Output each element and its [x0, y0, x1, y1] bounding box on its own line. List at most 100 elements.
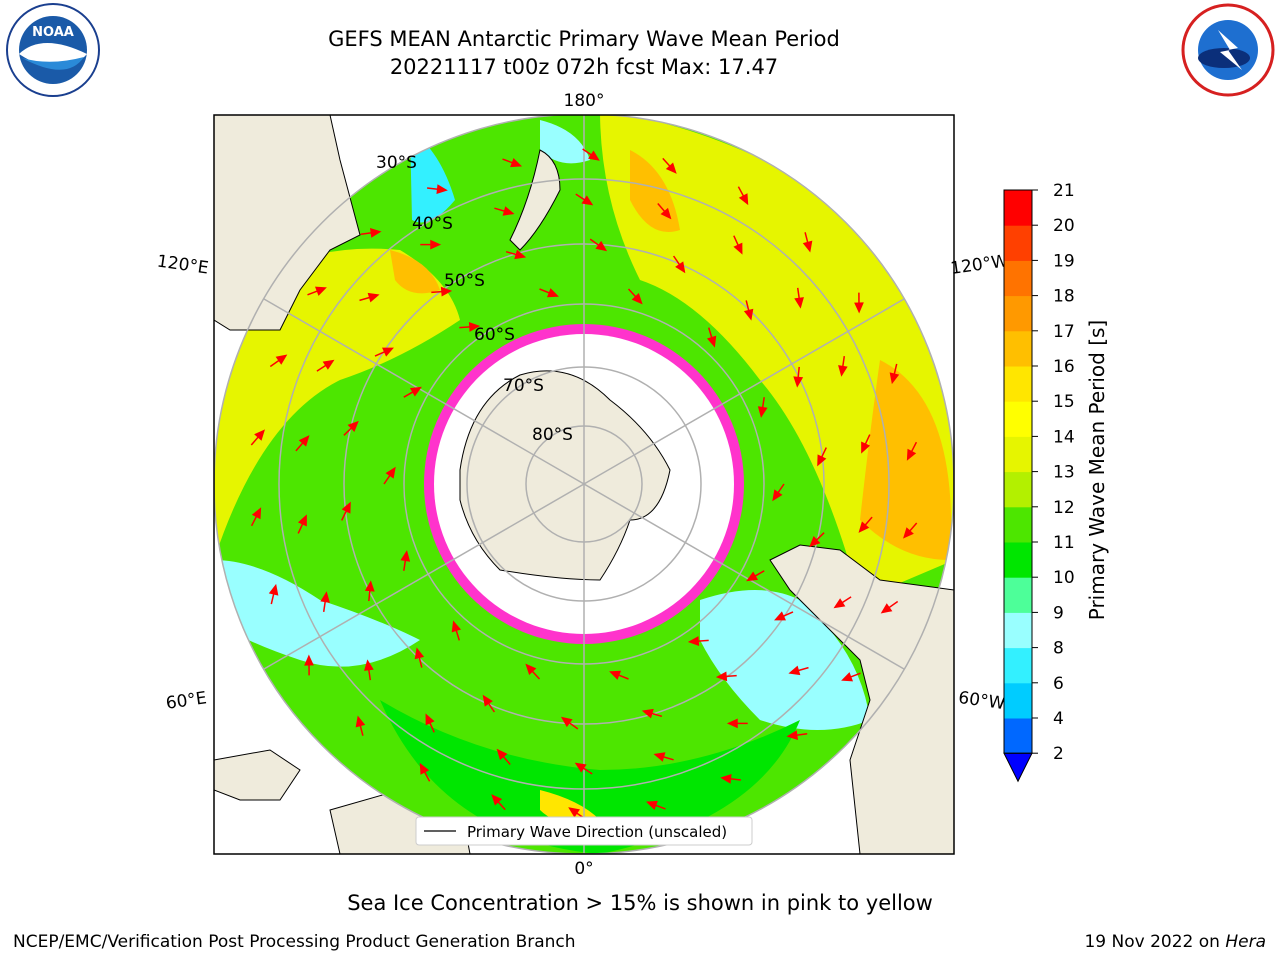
- colorbar: 2 4 6 8 9 10 11 12 13 14 15 16 17 18 19 20 21: [1003, 181, 1075, 783]
- footer-date-text: 19 Nov 2022 on: [1084, 932, 1226, 952]
- wave-arrow-head: [880, 603, 893, 614]
- colorbar-title: Primary Wave Mean Period [s]: [1085, 319, 1109, 621]
- wave-arrow-head: [370, 228, 382, 238]
- colorbar-segment: [1004, 542, 1032, 578]
- sea-ice-note: Sea Ice Concentration > 15% is shown in …: [347, 891, 933, 915]
- colorbar-segment: [1004, 612, 1032, 649]
- wave-arrow-head: [581, 195, 594, 206]
- colorbar-tick-label: 4: [1053, 709, 1064, 729]
- colorbar-segment: [1004, 295, 1032, 332]
- legend-label: Primary Wave Direction (unscaled): [467, 823, 727, 841]
- colorbar-tick-label: 16: [1053, 357, 1075, 377]
- wave-arrow-head: [653, 752, 666, 762]
- map-frame: [213, 114, 955, 855]
- lon-label-60w: 60°W: [957, 688, 1006, 714]
- map-legend: Primary Wave Direction (unscaled): [415, 816, 753, 846]
- colorbar-extend-arrow: [1003, 752, 1033, 783]
- wave-arrow-head: [314, 286, 327, 296]
- wave-arrow-head: [793, 376, 804, 388]
- wave-arrow-head: [510, 157, 523, 168]
- wave-arrow-head: [322, 359, 335, 370]
- wave-arrow-head: [665, 162, 677, 174]
- lon-label-180: 180°: [564, 91, 605, 111]
- colorbar-tick-label: 13: [1053, 463, 1075, 483]
- wave-arrow-head: [385, 466, 396, 479]
- noaa-logo-text: NOAA: [32, 25, 74, 40]
- wave-arrow-head: [726, 718, 738, 729]
- wave-arrow-head: [320, 591, 330, 603]
- map-subtitle: 20221117 t00z 072h fcst Max: 17.47: [389, 55, 779, 79]
- footer-host: Hera: [1225, 932, 1266, 952]
- colorbar-tick-label: 2: [1053, 744, 1064, 764]
- wave-arrow-head: [854, 302, 864, 314]
- lat-label-60s: 60°S: [474, 325, 515, 345]
- colorbar-segment: [1004, 366, 1032, 402]
- land-africa: [214, 749, 301, 801]
- wave-arrow-head: [414, 647, 425, 660]
- wave-arrow-head: [687, 636, 700, 646]
- colorbar-segment: [1004, 682, 1032, 719]
- wave-arrow-head: [409, 386, 422, 397]
- wave-arrow-head: [675, 261, 686, 274]
- wave-arrow-head: [631, 292, 643, 305]
- colorbar-tick-label: 6: [1053, 674, 1064, 694]
- wave-arrow-head: [833, 598, 846, 609]
- wave-arrow-head: [706, 335, 717, 348]
- colorbar-segment: [1004, 260, 1032, 297]
- wave-arrow-head: [496, 748, 508, 761]
- colorbar-segment: [1004, 225, 1032, 261]
- wave-arrow-head: [817, 454, 827, 467]
- lat-label-40s: 40°S: [412, 214, 453, 234]
- colorbar-tick-label: 9: [1053, 603, 1064, 623]
- wave-arrow-head: [746, 571, 759, 582]
- wave-arrow-head: [254, 429, 266, 441]
- colorbar-segment: [1004, 471, 1032, 508]
- colorbar-tick-label: 12: [1053, 498, 1075, 518]
- wave-arrow-head: [251, 507, 262, 520]
- colorbar-segment: [1004, 330, 1032, 367]
- wave-arrow-head: [546, 288, 559, 298]
- colorbar-segment: [1004, 401, 1032, 437]
- colorbar-segment: [1004, 647, 1032, 684]
- wave-arrow-head: [786, 730, 798, 740]
- lat-label-50s: 50°S: [444, 271, 485, 291]
- colorbar-tick-label: 11: [1053, 533, 1075, 553]
- wave-arrow-head: [297, 514, 307, 527]
- lon-label-120w: 120°W: [949, 251, 1009, 279]
- nws-logo: [1181, 3, 1275, 97]
- wave-arrow-head: [809, 536, 821, 548]
- wave-arrow-head: [451, 620, 462, 633]
- wave-arrow-head: [858, 521, 870, 533]
- wave-arrow-head: [298, 435, 310, 447]
- wave-arrow-head: [364, 580, 375, 592]
- meridian-120e-60w: [263, 298, 905, 670]
- wave-arrow-head: [902, 527, 914, 539]
- colorbar-segment: [1004, 577, 1032, 613]
- wave-arrow-head: [733, 242, 743, 255]
- lon-label-0: 0°: [574, 859, 593, 879]
- wave-arrow-head: [906, 448, 917, 461]
- wave-arrow-head: [275, 354, 288, 365]
- wave-arrow-head: [660, 207, 672, 220]
- lon-label-60e: 60°E: [165, 688, 208, 713]
- wave-arrow-head: [738, 193, 749, 206]
- wave-arrow-head: [794, 297, 804, 309]
- colorbar-tick-label: 14: [1053, 427, 1075, 447]
- colorbar-segment: [1004, 718, 1032, 754]
- wave-arrow-head: [419, 762, 430, 775]
- wave-arrow-head: [609, 670, 622, 680]
- colorbar-tick-label: 18: [1053, 287, 1075, 307]
- wave-arrow-head: [720, 774, 732, 784]
- wave-arrow-head: [641, 708, 654, 719]
- colorbar-tick-label: 21: [1053, 181, 1075, 201]
- wave-arrow-head: [482, 694, 493, 707]
- colorbar-tick-label: 17: [1053, 322, 1075, 342]
- wave-arrow-head: [400, 550, 411, 562]
- wave-arrow-head: [560, 716, 573, 728]
- map-title: GEFS MEAN Antarctic Primary Wave Mean Pe…: [328, 27, 840, 51]
- colorbar-tick-label: 15: [1053, 392, 1075, 412]
- colorbar-segment: [1004, 506, 1032, 543]
- wave-arrow-head: [574, 762, 587, 773]
- wave-arrow-head: [568, 807, 580, 818]
- wave-arrow-head: [715, 671, 728, 682]
